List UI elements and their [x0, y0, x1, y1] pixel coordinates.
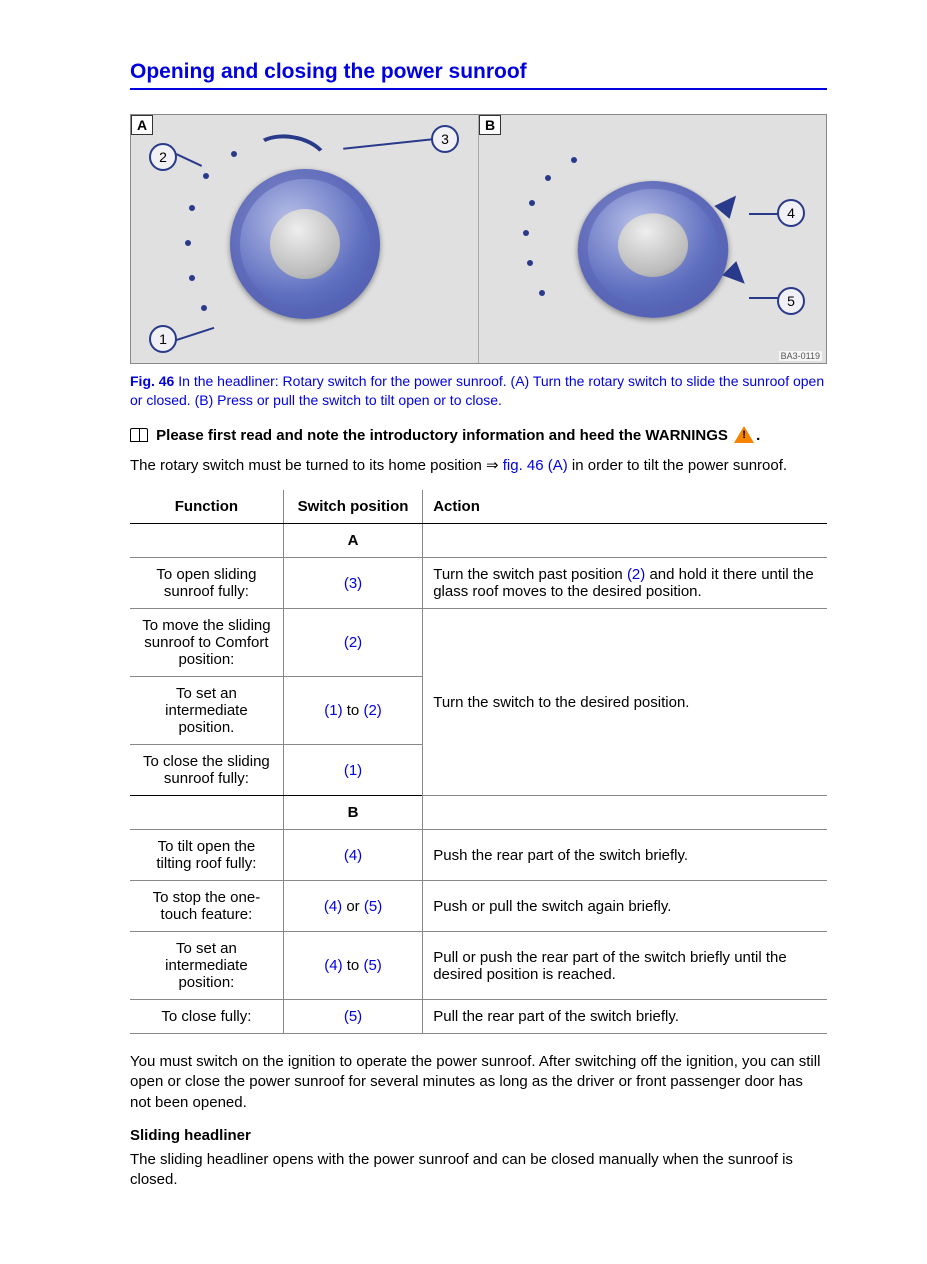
row-func: To set an intermediate position: — [130, 932, 283, 1000]
callout-5: 5 — [777, 287, 805, 315]
rotary-dial-b — [571, 181, 734, 318]
row-pos: (1) to (2) — [283, 677, 422, 745]
th-action: Action — [423, 490, 827, 524]
row-action: Turn the switch past position (2) and ho… — [423, 558, 827, 609]
after-table-paragraph: You must switch on the ignition to opera… — [130, 1052, 827, 1113]
th-function: Function — [130, 490, 283, 524]
figure-panel-a: A 1 2 3 — [131, 115, 479, 363]
tilt-down-arrow — [722, 261, 752, 291]
panel-a-label: A — [131, 115, 153, 135]
callout-3: 3 — [431, 125, 459, 153]
callout-2: 2 — [149, 143, 177, 171]
row-pos: (5) — [344, 1008, 362, 1025]
figure-caption-lead: Fig. 46 — [130, 373, 174, 389]
figure-image-id: BA3-0119 — [779, 351, 822, 361]
row-func: To close fully: — [130, 1000, 283, 1034]
row-pos: (4) to (5) — [283, 932, 422, 1000]
row-pos: (4) or (5) — [283, 881, 422, 932]
callout-1: 1 — [149, 325, 177, 353]
section-b: B — [283, 796, 422, 830]
rotary-dial-a — [230, 169, 380, 319]
tilt-up-arrow — [714, 189, 743, 219]
intro-warning-line: Please first read and note the introduct… — [130, 426, 827, 444]
book-icon — [130, 428, 148, 442]
row-pos: (1) — [344, 762, 362, 779]
figure-caption: Fig. 46 In the headliner: Rotary switch … — [130, 372, 827, 410]
figure-panel-b: B 4 5 BA3-0119 — [479, 115, 826, 363]
row-action: Pull the rear part of the switch briefly… — [423, 1000, 827, 1034]
warning-triangle-icon — [734, 426, 754, 443]
subheading: Sliding headliner — [130, 1127, 827, 1144]
panel-b-label: B — [479, 115, 501, 135]
page-title: Opening and closing the power sunroof — [130, 60, 827, 90]
callout-4: 4 — [777, 199, 805, 227]
intro-body: The rotary switch must be turned to its … — [130, 456, 827, 476]
th-position: Switch position — [283, 490, 422, 524]
row-func: To move the sliding sunroof to Comfort p… — [130, 609, 283, 677]
row-func: To close the sliding sunroof fully: — [130, 745, 283, 796]
intro-body-b: in order to tilt the power sunroof. — [568, 457, 787, 474]
row-pos: (2) — [344, 634, 362, 651]
row-func: To set an intermediate position. — [130, 677, 283, 745]
function-table: Function Switch position Action A To ope… — [130, 490, 827, 1034]
row-func: To stop the one-touch feature: — [130, 881, 283, 932]
fig-link[interactable]: fig. 46 (A) — [499, 457, 568, 474]
intro-warning-text: Please first read and note the introduct… — [156, 427, 728, 444]
row-func: To open sliding sunroof fully: — [130, 558, 283, 609]
row-action: Push or pull the switch again briefly. — [423, 881, 827, 932]
last-paragraph: The sliding headliner opens with the pow… — [130, 1150, 827, 1191]
row-action: Pull or push the rear part of the switch… — [423, 932, 827, 1000]
row-pos: (3) — [344, 575, 362, 592]
row-action: Push the rear part of the switch briefly… — [423, 830, 827, 881]
section-a: A — [283, 524, 422, 558]
row-action: Turn the switch to the desired position. — [423, 609, 827, 796]
figure-caption-text: In the headliner: Rotary switch for the … — [130, 373, 824, 408]
figure-46: A 1 2 3 B 4 5 BA3-0119 — [130, 114, 827, 364]
intro-body-a: The rotary switch must be turned to its … — [130, 457, 499, 474]
row-func: To tilt open the tilting roof fully: — [130, 830, 283, 881]
row-pos: (4) — [344, 847, 362, 864]
